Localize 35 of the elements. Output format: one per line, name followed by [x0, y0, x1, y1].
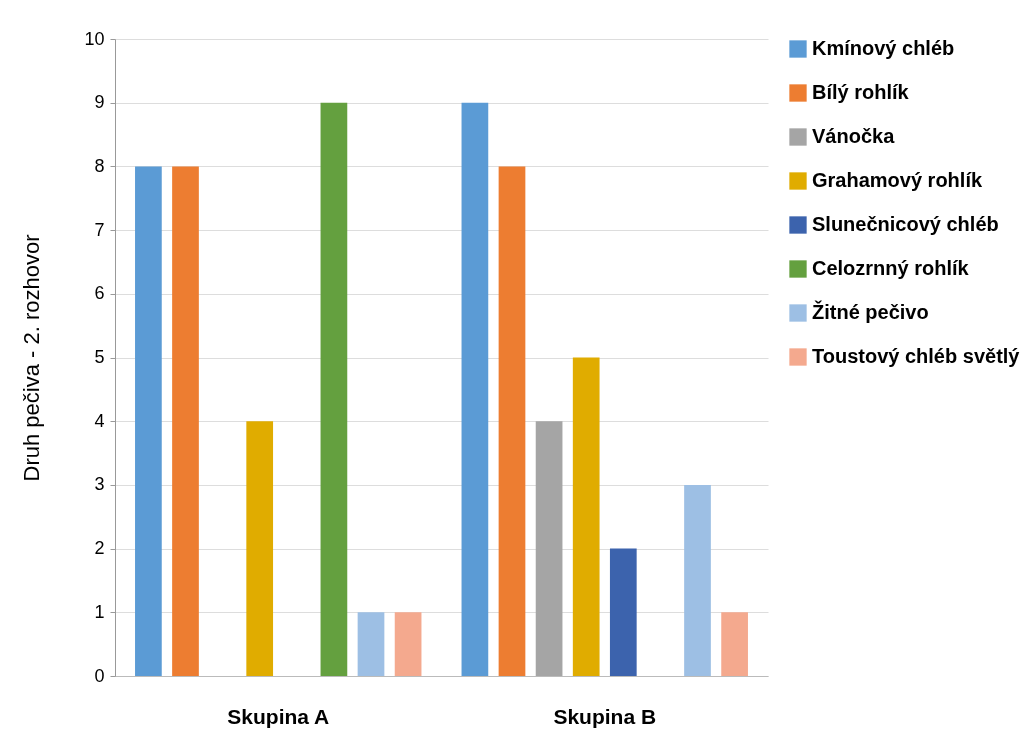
bar [535, 421, 563, 676]
y-tick-label: 1 [94, 601, 105, 622]
bar [461, 102, 489, 676]
legend-label: Slunečnicový chléb [812, 213, 999, 235]
bar [721, 612, 748, 676]
bar [609, 548, 637, 676]
x-tick-label: Skupina A [227, 704, 330, 728]
y-tick-label: 6 [94, 283, 105, 304]
y-tick-label: 9 [94, 92, 105, 113]
legend-label: Žitné pečivo [812, 300, 929, 323]
y-tick-label: 5 [94, 347, 105, 367]
y-tick-label: 7 [94, 219, 105, 240]
bar [498, 166, 526, 676]
y-tick-label: 2 [94, 538, 105, 559]
bar [246, 421, 274, 676]
bar [684, 484, 711, 676]
bar [357, 612, 385, 676]
y-tick-label: 4 [94, 410, 105, 431]
x-tick-label: Skupina B [553, 704, 657, 728]
legend-label: Bílý rohlík [812, 81, 910, 103]
bar [394, 612, 422, 676]
bar [135, 166, 162, 676]
legend-label: Kmínový chléb [812, 37, 955, 59]
y-tick-label: 3 [94, 474, 105, 495]
bar [320, 102, 348, 676]
y-axis-title: Druh pečiva - 2. rozhovor [19, 234, 45, 482]
legend-label: Celozrnný rohlík [812, 257, 970, 279]
legend-label: Vánočka [812, 125, 896, 147]
legend-label: Grahamový rohlík [812, 169, 983, 191]
y-tick-label: 0 [94, 665, 105, 686]
y-tick-label: 8 [94, 155, 105, 176]
y-tick-label: 10 [84, 28, 105, 49]
legend-label: Toustový chléb světlý [812, 345, 1021, 367]
bar [572, 357, 600, 676]
bar [172, 166, 199, 676]
